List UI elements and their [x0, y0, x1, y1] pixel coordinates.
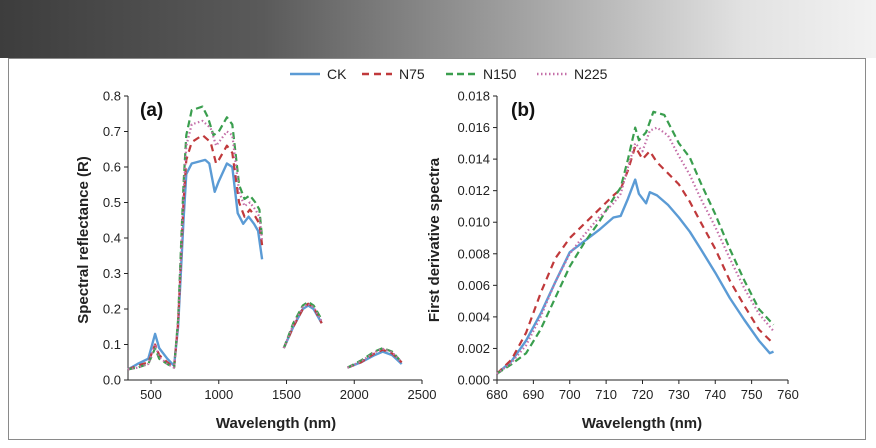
header-banner — [0, 0, 876, 58]
y-tick-label-b: 0.000 — [457, 373, 490, 388]
x-tick-label-b: 730 — [668, 387, 690, 402]
panel-label-b: (b) — [511, 100, 535, 121]
x-tick-label-b: 750 — [741, 387, 763, 402]
figure-frame — [8, 58, 866, 440]
series-line-ck-b-0 — [496, 178, 774, 375]
legend-label-n75: N75 — [399, 66, 425, 82]
legend-label-n225: N225 — [574, 66, 608, 82]
legend-label-ck: CK — [327, 66, 347, 82]
x-tick-label-b: 700 — [559, 387, 581, 402]
x-tick-label-b: 760 — [777, 387, 799, 402]
x-tick-label-a: 1000 — [204, 387, 233, 402]
y-tick-label-a: 0.5 — [103, 195, 121, 210]
series-line-n225-b-0 — [496, 126, 775, 375]
x-tick-label-a: 2000 — [340, 387, 369, 402]
y-tick-label-a: 0.0 — [103, 373, 121, 388]
x-tick-label-b: 740 — [704, 387, 726, 402]
chart-panel-a: (a) Wavelength (nm) Spectral reflectance… — [75, 89, 436, 433]
y-tick-label-b: 0.018 — [457, 89, 490, 104]
y-tick-label-a: 0.8 — [103, 89, 121, 104]
x-tick-label-a: 1500 — [272, 387, 301, 402]
y-tick-label-b: 0.002 — [457, 341, 490, 356]
y-tick-label-a: 0.1 — [103, 337, 121, 352]
x-tick-label-b: 680 — [486, 387, 508, 402]
y-axis-title-a: Spectral reflectance (R) — [75, 156, 92, 324]
y-tick-label-b: 0.006 — [457, 278, 490, 293]
series-line-n75-a-1 — [282, 302, 323, 349]
chart-panel-b: (b) Wavelength (nm) First derivative spe… — [426, 89, 799, 433]
series-line-n225-a-2 — [347, 347, 403, 369]
y-tick-label-b: 0.010 — [457, 215, 490, 230]
x-tick-label-b: 720 — [632, 387, 654, 402]
y-tick-label-b: 0.004 — [457, 309, 490, 324]
y-tick-label-a: 0.4 — [103, 231, 121, 246]
y-tick-label-b: 0.014 — [457, 152, 490, 167]
x-axis-title-b: Wavelength (nm) — [582, 415, 702, 432]
legend-item-ck: CK — [290, 66, 347, 82]
legend-item-n150: N150 — [446, 66, 517, 82]
x-tick-label-b: 690 — [523, 387, 545, 402]
x-tick-label-a: 2500 — [408, 387, 437, 402]
x-tick-label-a: 500 — [140, 387, 162, 402]
x-tick-label-b: 710 — [595, 387, 617, 402]
y-axis-title-b: First derivative spectra — [426, 157, 443, 322]
y-tick-label-a: 0.6 — [103, 160, 121, 175]
y-tick-label-b: 0.016 — [457, 120, 490, 135]
series-line-n150-b-0 — [496, 110, 775, 375]
legend: CK N75 N150 N225 — [290, 66, 608, 82]
series-line-n75-b-0 — [496, 145, 775, 375]
legend-label-n150: N150 — [483, 66, 517, 82]
y-tick-label-a: 0.2 — [103, 302, 121, 317]
series-line-n225-a-0 — [127, 119, 264, 371]
series-line-n150-a-0 — [127, 105, 264, 371]
x-axis-title-a: Wavelength (nm) — [216, 415, 336, 432]
y-tick-label-a: 0.3 — [103, 266, 121, 281]
y-tick-label-b: 0.012 — [457, 183, 490, 198]
legend-item-n75: N75 — [362, 66, 425, 82]
series-line-n225-a-1 — [282, 302, 323, 349]
legend-item-n225: N225 — [537, 66, 608, 82]
panel-label-a: (a) — [140, 100, 163, 121]
series-line-ck-a-0 — [127, 158, 264, 371]
y-tick-label-a: 0.7 — [103, 124, 121, 139]
series-line-n150-a-1 — [282, 300, 323, 349]
y-tick-label-b: 0.008 — [457, 246, 490, 261]
series-line-n75-a-0 — [127, 134, 264, 371]
